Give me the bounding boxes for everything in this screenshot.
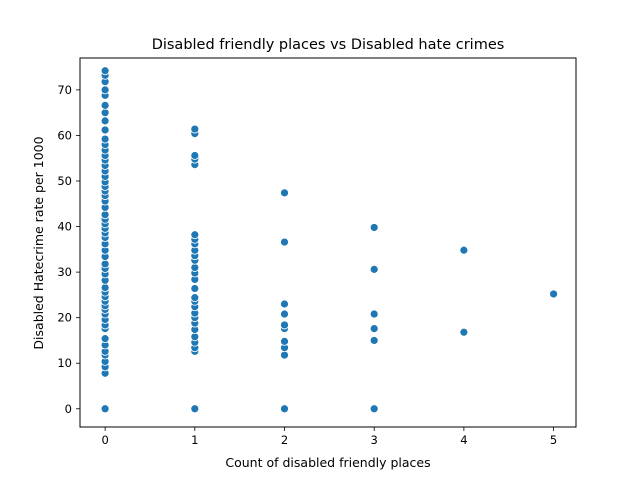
data-point [459,245,469,255]
data-point [190,151,200,160]
y-tick-label: 10 [57,356,72,370]
x-axis: 0 1 2 3 4 5 [101,427,557,447]
data-point [280,404,289,414]
y-tick-label: 50 [57,174,72,188]
chart-title: Disabled friendly places vs Disabled hat… [152,37,505,53]
data-point [190,284,200,293]
x-tick-label: 4 [460,433,467,447]
data-point [100,116,110,126]
data-point [190,293,200,303]
y-tick-label: 0 [65,402,72,416]
data-point [280,350,289,360]
y-axis-label: Disabled Hatecrime rate per 1000 [31,136,46,349]
data-point [369,324,379,334]
points-layer [100,66,558,414]
data-point [100,210,110,220]
data-point [280,237,289,247]
plot-frame [79,57,577,428]
data-point [190,124,200,134]
data-point [369,336,379,345]
data-point [280,320,289,330]
data-point [100,66,110,76]
data-point [100,134,110,144]
data-point [100,334,110,344]
data-point [280,188,289,198]
y-axis: 0 10 20 30 40 50 60 70 [57,83,80,416]
x-tick-label: 2 [281,433,288,447]
data-point [280,299,289,309]
data-point [100,125,110,135]
data-point [100,404,110,414]
data-point [369,264,379,274]
data-point [100,85,110,95]
data-point [190,263,200,272]
data-point [100,100,110,110]
data-point [280,309,289,319]
y-tick-label: 30 [57,265,72,279]
data-point [459,327,469,337]
x-tick-label: 1 [191,433,198,447]
data-point [190,332,200,342]
data-point [190,404,200,414]
data-point [280,336,289,346]
x-tick-label: 5 [550,433,557,447]
data-point [190,230,200,240]
data-point [369,223,379,232]
y-tick-label: 40 [57,220,72,234]
data-point [369,404,379,414]
y-tick-label: 70 [57,83,72,97]
x-axis-label: Count of disabled friendly places [225,455,430,470]
data-point [549,289,558,299]
x-tick-label: 0 [101,433,108,447]
data-point [100,259,110,269]
y-tick-label: 20 [57,311,72,325]
data-point [100,283,110,293]
x-tick-label: 3 [371,433,378,447]
data-point [100,108,110,118]
y-tick-label: 60 [57,128,72,142]
data-point [369,309,379,319]
